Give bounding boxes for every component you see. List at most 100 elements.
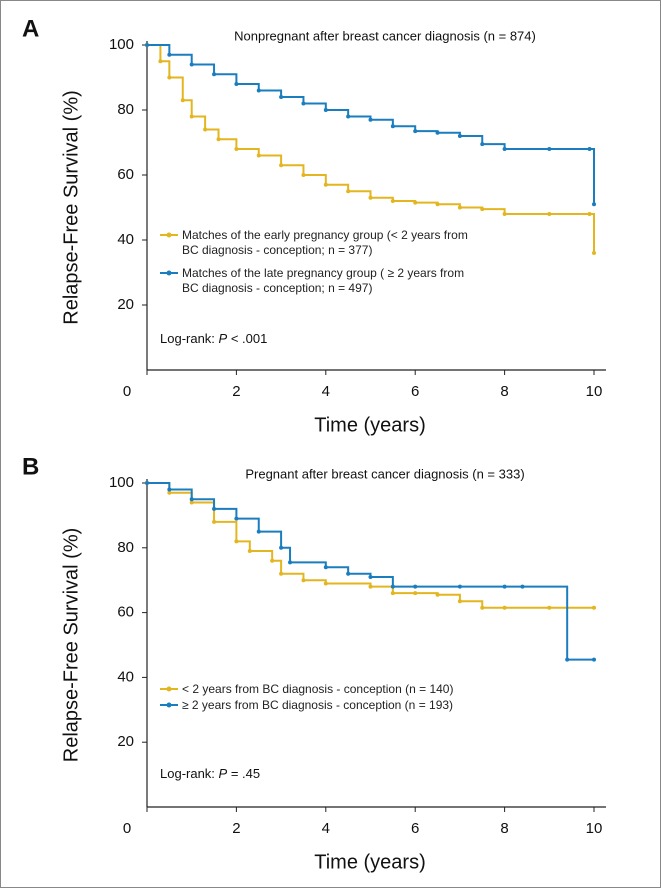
annotation: Log-rank: P < .001 — [160, 331, 267, 346]
censor-dot — [234, 516, 239, 521]
censor-dot — [368, 195, 373, 200]
censor-dot — [547, 147, 552, 151]
x-tick-label: 2 — [232, 383, 240, 400]
censor-dot — [457, 205, 462, 210]
legend-swatch-dot — [166, 702, 172, 708]
censor-dot — [592, 251, 596, 255]
censor-dot — [565, 657, 570, 662]
y-axis-title: Relapse-Free Survival (%) — [60, 528, 82, 763]
survival-line — [147, 44, 595, 205]
censor-dot — [189, 114, 194, 119]
censor-dot — [158, 59, 163, 64]
censor-dot — [390, 124, 395, 129]
censor-dot — [368, 117, 373, 122]
censor-dot — [323, 565, 328, 570]
censor-dot — [587, 212, 592, 216]
censor-dot — [368, 574, 373, 579]
x-tick-label: 6 — [411, 820, 419, 837]
y-axis-title: Relapse-Free Survival (%) — [60, 90, 82, 325]
censor-dot — [167, 75, 172, 80]
censor-dot — [390, 199, 395, 203]
annotation-part: P — [219, 766, 228, 781]
legend-label: ≥ 2 years from BC diagnosis - conception… — [182, 698, 454, 712]
y-tick-label: 100 — [109, 474, 134, 491]
y-tick-label: 40 — [117, 668, 134, 685]
censor-dot — [457, 134, 462, 138]
censor-dot — [279, 95, 284, 99]
censor-dot — [189, 497, 194, 502]
censor-dot — [256, 529, 261, 534]
annotation-part: = .45 — [227, 766, 260, 781]
censor-dot — [502, 212, 507, 216]
censor-dot — [502, 605, 507, 610]
x-tick-label: 4 — [322, 820, 330, 837]
x-tick-label: 0 — [123, 820, 131, 837]
y-tick-label: 80 — [117, 101, 134, 118]
legend-item: Matches of the late pregnancy group ( ≥ … — [160, 266, 482, 296]
censor-dot — [279, 545, 284, 550]
censor-dot — [592, 202, 596, 207]
censor-dot — [234, 147, 239, 151]
censor-dot — [413, 584, 418, 589]
censor-dot — [547, 212, 552, 216]
y-tick-label: 60 — [117, 604, 134, 621]
censor-dot — [234, 82, 239, 86]
censor-dot — [346, 114, 351, 119]
annotation-part: < .001 — [227, 331, 267, 346]
y-tick-label: 20 — [117, 296, 134, 313]
chart-title: Nonpregnant after breast cancer diagnosi… — [234, 28, 536, 43]
panel-label: B — [22, 453, 39, 480]
annotation-part: Log-rank: — [160, 331, 219, 346]
chart-title: Pregnant after breast cancer diagnosis (… — [245, 466, 524, 481]
censor-dot — [502, 147, 507, 151]
legend-swatch-dot — [166, 270, 172, 276]
censor-dot — [216, 137, 221, 142]
censor-dot — [592, 605, 596, 610]
censor-dot — [167, 490, 172, 495]
x-tick-label: 6 — [411, 383, 419, 400]
legend-icon — [160, 702, 178, 708]
legend-item: < 2 years from BC diagnosis - conception… — [160, 682, 542, 697]
x-tick-label: 8 — [500, 820, 508, 837]
censor-dot — [301, 101, 306, 106]
censor-dot — [203, 127, 208, 132]
panel-label: A — [22, 15, 39, 42]
annotation: Log-rank: P = .45 — [160, 766, 260, 781]
legend-icon — [160, 686, 178, 692]
censor-dot — [247, 549, 252, 554]
censor-dot — [212, 72, 217, 77]
censor-dot — [288, 560, 293, 565]
censor-dot — [323, 108, 328, 112]
censor-dot — [323, 581, 328, 586]
censor-dot — [301, 173, 306, 177]
censor-dot — [435, 592, 440, 597]
censor-dot — [368, 584, 373, 589]
legend-item: Matches of the early pregnancy group (< … — [160, 228, 482, 258]
censor-dot — [256, 153, 261, 158]
legend-swatch-dot — [166, 232, 172, 238]
x-tick-label: 10 — [586, 820, 603, 837]
censor-dot — [390, 591, 395, 596]
censor-dot — [502, 584, 507, 589]
legend-item: ≥ 2 years from BC diagnosis - conception… — [160, 698, 542, 713]
censor-dot — [413, 129, 418, 134]
censor-dot — [189, 500, 194, 505]
legend-label: Matches of the early pregnancy group (< … — [182, 228, 468, 257]
censor-dot — [520, 584, 525, 589]
censor-dot — [212, 519, 217, 524]
x-tick-label: 0 — [123, 383, 131, 400]
survival-line — [147, 482, 594, 661]
annotation-part: P — [219, 331, 228, 346]
x-tick-label: 8 — [500, 383, 508, 400]
censor-dot — [323, 182, 328, 187]
censor-dot — [145, 43, 149, 47]
legend-label: Matches of the late pregnancy group ( ≥ … — [182, 266, 465, 295]
legend-label: < 2 years from BC diagnosis - conception… — [182, 682, 454, 696]
censor-dot — [279, 571, 284, 576]
censor-dot — [167, 487, 172, 492]
censor-dot — [592, 657, 596, 662]
y-tick-label: 60 — [117, 166, 134, 183]
y-tick-label: 20 — [117, 733, 134, 750]
